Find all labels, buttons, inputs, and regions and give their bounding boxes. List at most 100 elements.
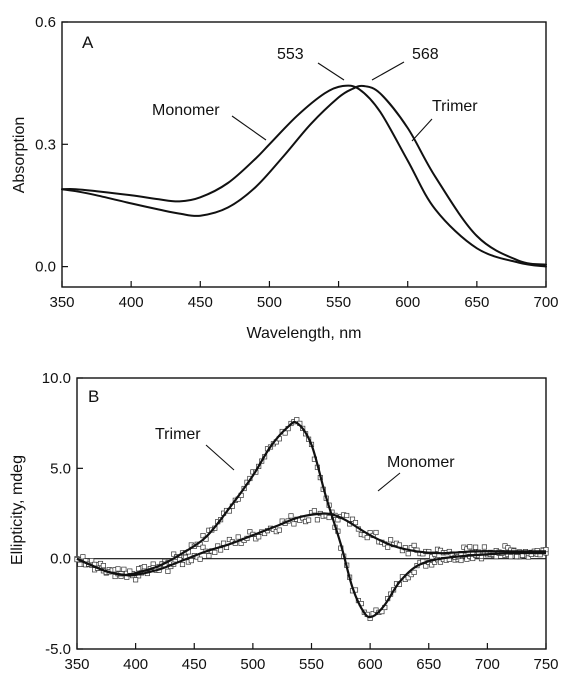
data-point-monomer <box>100 563 106 569</box>
x-tick-label: 650 <box>416 656 441 673</box>
data-point-monomer <box>373 529 379 536</box>
x-tick-label: 350 <box>64 656 89 673</box>
panel-b-x-axis: 350 400 450 500 550 600 650 700 750 <box>64 643 559 673</box>
data-point-monomer <box>514 554 520 560</box>
y-tick-label: 5.0 <box>50 460 71 477</box>
y-tick-label: 0.0 <box>50 551 71 568</box>
x-tick-label: 450 <box>188 294 213 311</box>
series-line-trimer <box>61 84 547 266</box>
data-point-trimer <box>200 533 206 539</box>
data-point-trimer <box>429 562 435 568</box>
data-point-monomer <box>344 512 350 519</box>
data-point-monomer <box>136 566 142 572</box>
y-tick-label: 10.0 <box>42 370 71 387</box>
data-point-monomer <box>288 513 294 519</box>
data-point-monomer <box>411 542 417 548</box>
series-line-monomer <box>61 84 547 268</box>
panel-a-y-axis-label: Absorption <box>11 117 28 194</box>
annotation-monomer-b: Monomer <box>387 454 455 471</box>
panel-a-x-axis: 350 400 450 500 550 600 650 700 <box>49 281 559 311</box>
data-point-monomer <box>326 514 332 521</box>
data-point-monomer <box>188 558 194 564</box>
y-tick-label: 0.0 <box>35 259 56 276</box>
panel-a-absorption: A 350 400 450 500 550 600 650 700 0.0 0.3 0.6 Wav… <box>11 14 559 342</box>
annotation-553-leader <box>317 62 345 81</box>
panel-a-label: A <box>82 33 94 52</box>
data-point-monomer <box>256 534 262 540</box>
data-point-trimer <box>423 563 429 569</box>
panel-a-x-axis-label: Wavelength, nm <box>246 325 361 342</box>
panel-a-y-axis: 0.0 0.3 0.6 <box>35 14 68 276</box>
data-point-monomer <box>349 516 356 522</box>
data-point-trimer <box>411 569 417 575</box>
x-tick-label: 500 <box>257 294 282 311</box>
panel-b-label: B <box>88 387 99 406</box>
x-tick-label: 550 <box>299 656 324 673</box>
data-point-monomer <box>235 534 241 540</box>
data-point-monomer <box>77 561 83 567</box>
data-point-monomer <box>291 521 297 527</box>
annotation-trimer-a: Trimer <box>432 98 478 115</box>
data-point-monomer <box>115 566 121 572</box>
data-point-monomer <box>467 544 473 550</box>
y-tick-label: -5.0 <box>45 641 71 658</box>
y-tick-label: 0.6 <box>35 14 56 31</box>
x-tick-label: 700 <box>475 656 500 673</box>
x-tick-label: 650 <box>464 294 489 311</box>
data-point-monomer <box>165 568 171 574</box>
y-tick-label: 0.3 <box>35 136 56 153</box>
panel-b-fit-curves <box>76 420 547 619</box>
x-tick-label: 450 <box>182 656 207 673</box>
data-point-monomer <box>388 537 394 543</box>
x-tick-label: 400 <box>123 656 148 673</box>
data-point-trimer <box>405 575 411 581</box>
data-point-monomer <box>481 544 487 550</box>
annotation-trimer-b-leader <box>205 444 235 471</box>
data-point-monomer <box>311 508 317 514</box>
data-point-monomer <box>385 544 391 550</box>
annotation-568-leader <box>371 61 405 81</box>
data-point-monomer <box>364 535 370 541</box>
data-point-monomer <box>133 577 139 583</box>
panel-b-y-axis: -5.0 0.0 5.0 10.0 <box>42 370 83 658</box>
x-tick-label: 350 <box>49 294 74 311</box>
annotation-monomer-a-leader <box>231 115 267 141</box>
data-point-monomer <box>238 540 244 546</box>
annotation-monomer-a: Monomer <box>152 102 220 119</box>
annotation-568: 568 <box>412 46 439 63</box>
data-point-trimer <box>464 556 470 562</box>
data-point-monomer <box>200 544 206 550</box>
data-point-monomer <box>314 517 320 523</box>
annotation-trimer-a-leader <box>411 118 433 142</box>
data-point-monomer <box>212 549 218 555</box>
annotation-monomer-b-leader <box>377 472 401 492</box>
panel-b-ellipticity: B 350 400 450 500 550 600 650 700 750 -5.0 0.0 5.0… <box>9 370 559 673</box>
data-point-trimer <box>458 557 464 564</box>
data-point-monomer <box>276 527 282 533</box>
x-tick-label: 600 <box>358 656 383 673</box>
data-point-trimer <box>437 559 444 565</box>
x-tick-label: 600 <box>395 294 420 311</box>
panel-a-frame <box>61 21 547 288</box>
annotation-553: 553 <box>277 46 304 63</box>
x-tick-label: 550 <box>326 294 351 311</box>
x-tick-label: 700 <box>533 294 558 311</box>
data-point-trimer <box>508 554 514 560</box>
panel-a-curves <box>61 84 547 268</box>
data-point-monomer <box>306 517 312 523</box>
data-point-monomer <box>80 554 86 560</box>
annotation-trimer-b: Trimer <box>155 426 201 443</box>
x-tick-label: 400 <box>119 294 144 311</box>
data-point-monomer <box>405 551 411 557</box>
data-point-trimer <box>141 564 147 570</box>
data-point-monomer <box>197 556 203 562</box>
data-point-monomer <box>352 520 359 526</box>
data-point-monomer <box>179 561 186 568</box>
data-point-monomer <box>89 558 95 564</box>
data-point-monomer <box>121 566 127 572</box>
data-point-monomer <box>247 529 253 535</box>
data-point-monomer <box>429 554 435 560</box>
x-tick-label: 500 <box>240 656 265 673</box>
panel-b-y-axis-label: Ellipticity, mdeg <box>9 455 26 565</box>
